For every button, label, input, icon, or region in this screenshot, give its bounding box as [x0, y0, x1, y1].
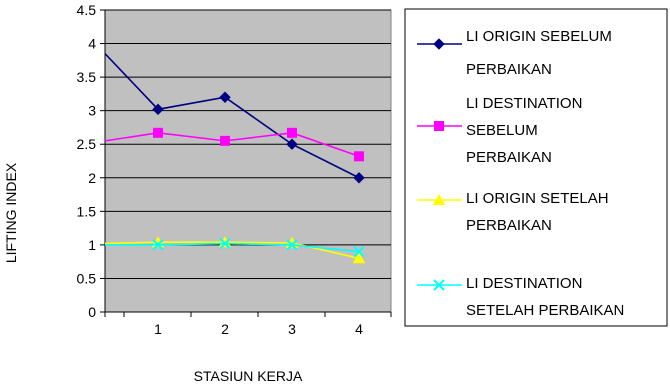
y-tick-label: 3.5 [77, 69, 97, 85]
legend-label: PERBAIKAN [466, 61, 552, 78]
x-axis-title: STASIUN KERJA [194, 368, 303, 384]
data-point-stroke [353, 245, 365, 258]
data-point [153, 127, 163, 138]
legend-item: LI ORIGIN SEBELUM PERBAIKAN [417, 28, 612, 78]
x-tick-label: 2 [221, 321, 229, 337]
data-point [286, 138, 298, 150]
y-tick-label: 3 [88, 103, 96, 119]
legend-label: PERBAIKAN [466, 149, 552, 166]
y-tick-label: 4 [88, 36, 96, 52]
y-tick-label: 4.5 [77, 2, 97, 18]
plot-area [104, 9, 392, 313]
x-tick-label: 4 [355, 321, 363, 337]
y-tick-label: 1.5 [77, 203, 97, 219]
data-point [433, 279, 445, 291]
legend-item: LI DESTINATION SEBELUM PERBAIKAN [417, 95, 582, 166]
data-point [432, 194, 446, 205]
data-point [434, 121, 444, 131]
legend-label: LI ORIGIN SEBELUM [466, 28, 612, 45]
data-point [152, 103, 164, 116]
legend-label: LI DESTINATION [466, 275, 582, 292]
data-point [219, 237, 231, 250]
legend-label: LI DESTINATION [466, 95, 582, 112]
legend-label: LI ORIGIN SETELAH [466, 190, 609, 207]
data-point-stroke [219, 237, 231, 250]
data-point [433, 38, 445, 50]
legend-item: LI DESTINATION SETELAH PERBAIKAN [417, 275, 624, 319]
x-tick-label: 1 [154, 321, 162, 337]
data-point [353, 245, 365, 258]
y-tick-label: 2.5 [77, 136, 97, 152]
y-tick-label: 1 [88, 237, 96, 253]
data-point [287, 127, 297, 138]
legend-label: SETELAH PERBAIKAN [466, 302, 624, 319]
data-point [220, 135, 230, 146]
legend-box [404, 8, 668, 327]
data-point [353, 172, 365, 184]
legend-label: SEBELUM [466, 122, 538, 139]
y-tick-label: 0 [88, 304, 96, 320]
data-point-stroke [286, 239, 298, 251]
y-tick-label: 0.5 [77, 270, 97, 286]
legend-item: LI ORIGIN SETELAH PERBAIKAN [417, 190, 609, 234]
data-point [286, 239, 298, 251]
legend-label: PERBAIKAN [466, 217, 552, 234]
x-tick-label: 3 [288, 321, 296, 337]
data-point [219, 91, 231, 103]
data-point-stroke [152, 239, 164, 251]
y-axis-title: LIFTING INDEX [3, 162, 19, 263]
data-point-stroke [433, 279, 445, 291]
y-tick-label: 2 [88, 170, 96, 186]
data-point [354, 151, 364, 162]
data-point [352, 252, 366, 264]
data-point [152, 239, 164, 251]
